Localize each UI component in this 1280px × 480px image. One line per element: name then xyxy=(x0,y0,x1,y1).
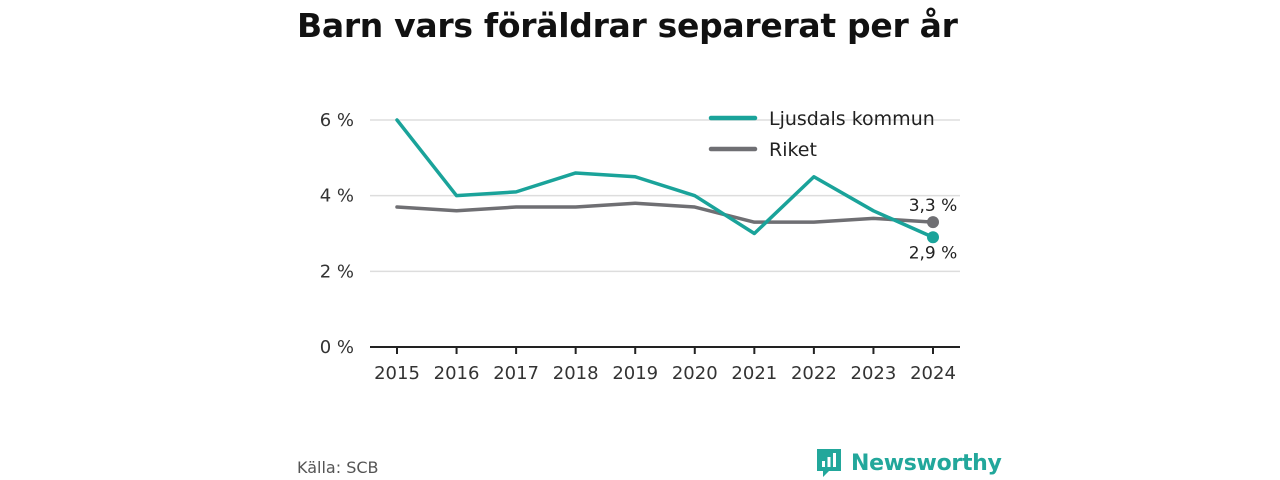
legend-label-ljusdal: Ljusdals kommun xyxy=(769,108,935,130)
x-axis: 2015 2016 2017 2018 2019 2020 2021 2022 2023 2024 xyxy=(370,346,960,384)
x-tick-label: 2015 xyxy=(374,363,420,384)
series-end-marker-riket xyxy=(927,216,939,229)
y-tick-label: 6 % xyxy=(320,110,354,131)
series-line-ljusdal xyxy=(395,118,935,240)
y-axis-ticks: 0 % 2 % 4 % 6 % xyxy=(320,110,354,358)
x-tick-label: 2022 xyxy=(791,363,837,384)
chart-title: Barn vars föräldrar separerat per år xyxy=(297,6,958,45)
y-tick-label: 2 % xyxy=(320,261,354,282)
x-tick-label: 2020 xyxy=(672,363,718,384)
newsworthy-logo-icon xyxy=(817,449,841,477)
x-tick-label: 2017 xyxy=(493,363,539,384)
x-tick-label: 2018 xyxy=(553,363,599,384)
source-note: Källa: SCB xyxy=(297,458,379,477)
brand-name: Newsworthy xyxy=(851,450,1002,476)
y-tick-label: 0 % xyxy=(320,337,354,358)
brand-logo[interactable]: Newsworthy xyxy=(815,447,1002,479)
legend: Ljusdals kommun Riket xyxy=(708,108,935,161)
legend-label-riket: Riket xyxy=(769,139,817,161)
end-label-riket: 3,3 % xyxy=(909,196,958,216)
y-tick-label: 4 % xyxy=(320,186,354,207)
x-tick-label: 2021 xyxy=(731,363,777,384)
end-label-ljusdal: 2,9 % xyxy=(909,243,958,263)
series-lines xyxy=(395,118,939,244)
x-tick-label: 2019 xyxy=(612,363,658,384)
x-tick-label: 2016 xyxy=(434,363,480,384)
x-tick-label: 2023 xyxy=(851,363,897,384)
end-labels: 2,9 % 3,3 % xyxy=(909,196,958,263)
series-line-riket xyxy=(395,201,935,224)
x-tick-label: 2024 xyxy=(910,363,956,384)
series-end-marker-ljusdal xyxy=(927,231,939,244)
